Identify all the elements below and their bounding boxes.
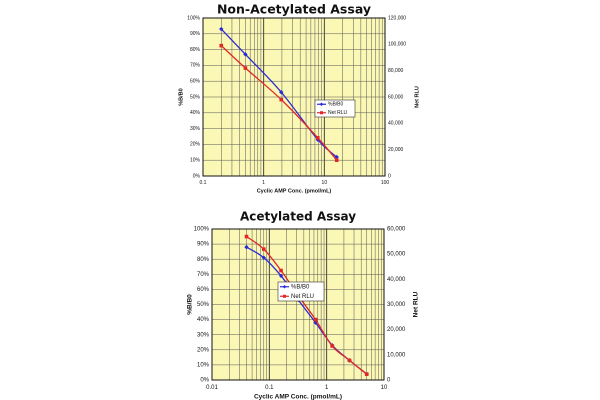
x-tick-label: 0.1 — [200, 180, 207, 186]
x-tick-label: 100 — [381, 180, 390, 186]
data-point — [244, 234, 249, 239]
data-point — [313, 317, 318, 322]
data-point — [243, 52, 248, 57]
data-point — [243, 66, 248, 70]
legend-box — [277, 281, 325, 302]
y-left-tick-label: 70% — [197, 272, 210, 278]
y-right-tick-label: 40,000 — [387, 277, 406, 283]
non-acetylated-assay-chart: Non-Acetylated Assay 0.1 1 10 100 0% 10% 20% 30%… — [178, 2, 420, 195]
data-point — [219, 26, 224, 32]
data-point — [330, 344, 335, 348]
data-point — [279, 90, 284, 95]
grid-lines — [211, 228, 384, 381]
data-point — [244, 244, 249, 250]
x-tick-label: 0.1 — [265, 385, 274, 391]
y-left-tick-label: 10% — [197, 362, 210, 368]
grid-lines — [202, 17, 385, 177]
y-right-axis-label: Net RLU — [413, 291, 420, 317]
y-right-tick-label: 0 — [387, 378, 391, 384]
y-left-tick-label: 80% — [190, 47, 201, 53]
y-left-tick-label: 0% — [193, 173, 201, 179]
y-right-axis-label: Net RLU — [414, 86, 420, 108]
y-left-tick-label: 100% — [194, 227, 210, 233]
plot-frame — [202, 17, 386, 177]
data-point — [364, 372, 369, 377]
y-right-tick-label: 20,000 — [388, 147, 404, 153]
y-left-tick-label: 20% — [197, 347, 210, 353]
legend: %B/B0 Net RLU — [314, 99, 356, 118]
data-point — [334, 158, 339, 162]
y-right-tick-label: 0 — [388, 173, 391, 179]
data-point — [261, 247, 266, 251]
y-right-tick-label: 30,000 — [387, 302, 406, 308]
legend: %B/B0 Net RLU — [277, 281, 325, 302]
y-left-axis-label: %B/B0 — [178, 88, 184, 105]
legend-swatch-marker — [319, 102, 324, 107]
y-right-tick-label: 80,000 — [388, 68, 404, 74]
legend-swatch-marker — [283, 294, 286, 298]
y-left-tick-label: 20% — [190, 142, 201, 148]
plot-frame — [211, 228, 385, 381]
x-tick-label: 1 — [262, 180, 265, 186]
data-point — [279, 268, 283, 273]
data-point — [261, 255, 266, 260]
y-right-tick-label: 60,000 — [387, 227, 406, 233]
y-left-tick-label: 90% — [190, 31, 201, 37]
y-left-tick-label: 80% — [197, 257, 210, 263]
y-right-tick-label: 50,000 — [387, 252, 406, 258]
chart-title: Non-Acetylated Assay — [217, 2, 371, 17]
data-point — [278, 273, 284, 279]
y-left-tick-label: 60% — [190, 79, 201, 85]
legend-swatch-marker — [282, 284, 287, 289]
x-axis-label: Cyclic AMP Conc. (pmol/mL) — [254, 394, 342, 400]
data-point — [315, 136, 320, 140]
x-axis-label: Cyclic AMP Conc. (pmol/mL) — [257, 189, 332, 195]
y-left-tick-label: 50% — [197, 302, 210, 308]
y-left-tick-label: 90% — [197, 242, 210, 248]
x-tick-label: 10 — [381, 385, 388, 391]
x-tick-label: 0.01 — [206, 385, 218, 391]
y-left-axis-label: %B/B0 — [187, 294, 194, 315]
y-right-tick-label: 100,000 — [388, 42, 406, 48]
x-tick-label: 1 — [325, 385, 329, 391]
y-left-tick-label: 30% — [190, 126, 201, 132]
y-left-tick-label: 70% — [190, 63, 201, 69]
y-right-tick-label: 20,000 — [387, 327, 406, 333]
y-left-tick-label: 40% — [197, 317, 210, 323]
x-tick-label: 10 — [322, 180, 328, 186]
y-left-tick-label: 100% — [187, 15, 200, 21]
y-left-tick-label: 40% — [190, 110, 201, 116]
series-net-rlu — [219, 43, 339, 162]
legend-label: %B/B0 — [291, 284, 310, 290]
y-left-tick-label: 0% — [200, 378, 209, 384]
chart-title: Acetylated Assay — [240, 210, 356, 224]
y-right-tick-label: 120,000 — [388, 15, 406, 21]
legend-label: %B/B0 — [328, 102, 344, 108]
y-left-tick-label: 50% — [190, 94, 201, 100]
y-left-tick-label: 30% — [197, 332, 210, 338]
y-right-tick-label: 60,000 — [388, 94, 404, 100]
y-right-tick-label: 10,000 — [387, 352, 406, 358]
legend-label: Net RLU — [291, 294, 314, 300]
data-point — [219, 43, 224, 48]
data-point — [279, 97, 284, 102]
legend-swatch-marker — [320, 111, 323, 115]
legend-label: Net RLU — [328, 110, 348, 116]
data-point — [347, 358, 352, 363]
y-left-tick-label: 60% — [197, 287, 210, 293]
y-left-tick-label: 10% — [190, 158, 201, 164]
y-right-tick-label: 40,000 — [388, 121, 404, 127]
